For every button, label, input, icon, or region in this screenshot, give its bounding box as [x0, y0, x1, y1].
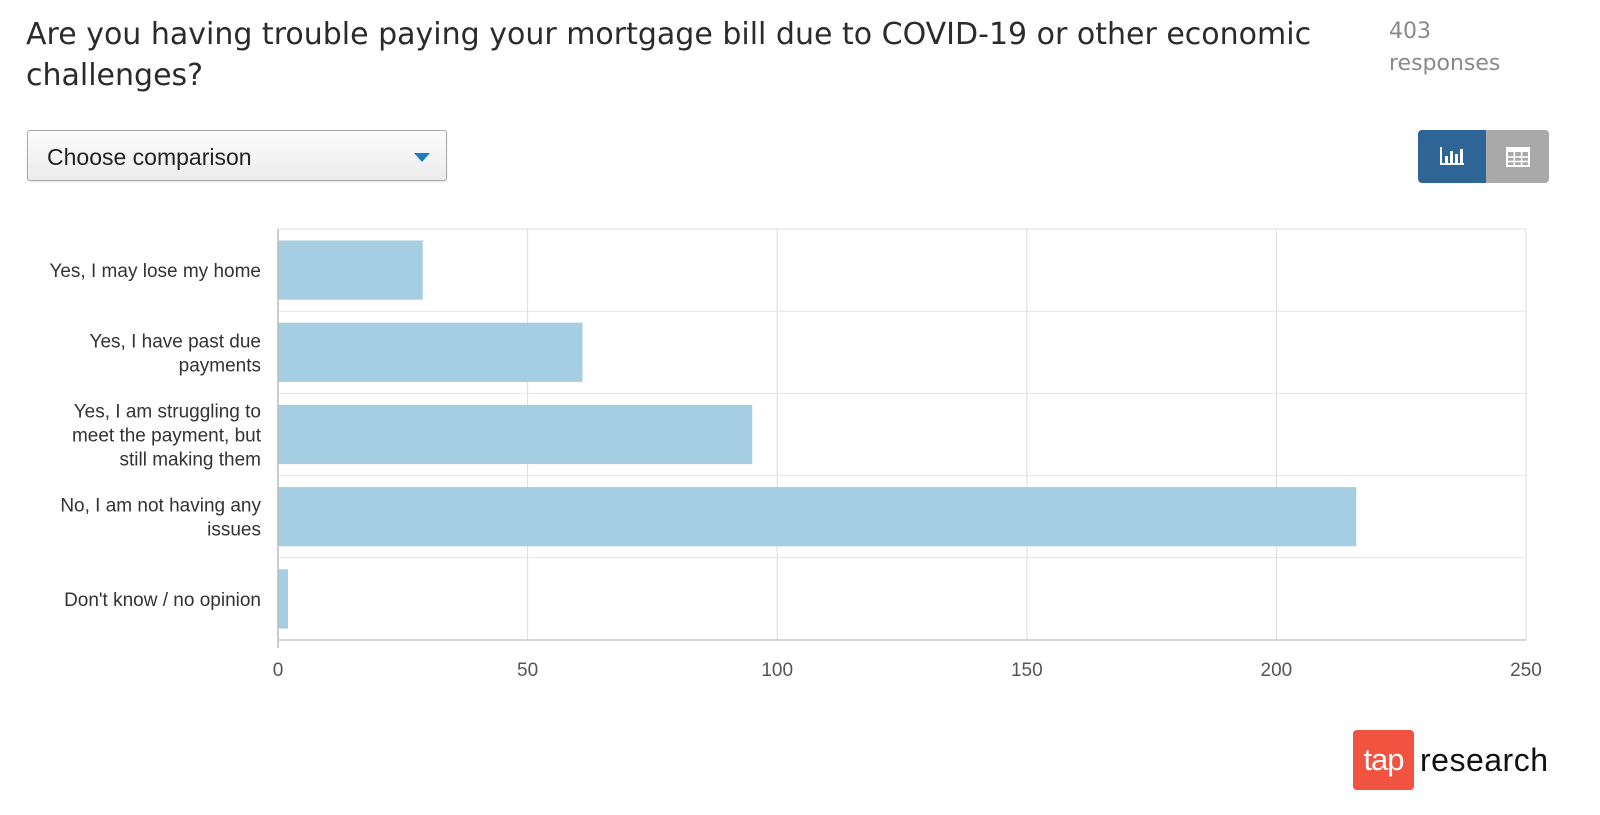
logo-mark: tap: [1353, 730, 1414, 790]
question-title: Are you having trouble paying your mortg…: [26, 17, 1312, 93]
category-label: Yes, I have past due payments: [90, 331, 261, 376]
x-tick-label: 0: [273, 660, 284, 681]
chart-view-button[interactable]: [1418, 130, 1486, 183]
category-label: Don't know / no opinion: [64, 590, 261, 611]
bar-chart: 0 50 100 150 200 250 Yes, I may lose my home Ye…: [49, 228, 1542, 681]
category-label-line: Yes, I am struggling to: [74, 402, 261, 423]
bar: [278, 404, 753, 465]
table-grid-icon: [1505, 146, 1530, 167]
category-label-line: Yes, I have past due: [90, 331, 261, 352]
logo-wordmark: research: [1420, 741, 1549, 778]
comparison-dropdown[interactable]: Choose comparison: [27, 130, 447, 181]
category-label-line: issues: [207, 520, 261, 541]
bar: [278, 322, 583, 382]
category-label-line: payments: [179, 355, 261, 376]
table-view-button[interactable]: [1486, 130, 1549, 183]
category-label-line: No, I am not having any: [60, 496, 261, 517]
category-label-line: still making them: [120, 450, 262, 471]
bar: [278, 240, 423, 300]
x-tick-label: 100: [761, 660, 793, 681]
bar-chart-icon: [1440, 146, 1464, 165]
bar: [278, 487, 1357, 547]
category-label: Yes, I may lose my home: [49, 261, 261, 282]
x-tick-label: 200: [1261, 660, 1293, 681]
x-tick-label: 150: [1011, 660, 1043, 681]
category-label-line: meet the payment, but: [72, 426, 262, 447]
x-tick-label: 50: [517, 660, 538, 681]
response-count-label: responses: [1389, 51, 1501, 76]
category-label-line: Yes, I may lose my home: [49, 261, 261, 282]
x-tick-label: 250: [1510, 660, 1542, 681]
comparison-dropdown-label: Choose comparison: [47, 144, 252, 170]
category-label: Yes, I am struggling to meet the payment,…: [72, 402, 262, 471]
bar: [278, 569, 288, 629]
tap-research-logo: tap research: [1353, 730, 1549, 790]
response-count-number: 403: [1389, 19, 1431, 44]
chevron-down-icon: [414, 153, 430, 162]
response-count: 403 responses: [1389, 16, 1569, 80]
category-label: No, I am not having any issues: [60, 496, 261, 541]
view-toggle: [1418, 130, 1549, 183]
category-label-line: Don't know / no opinion: [64, 590, 261, 611]
